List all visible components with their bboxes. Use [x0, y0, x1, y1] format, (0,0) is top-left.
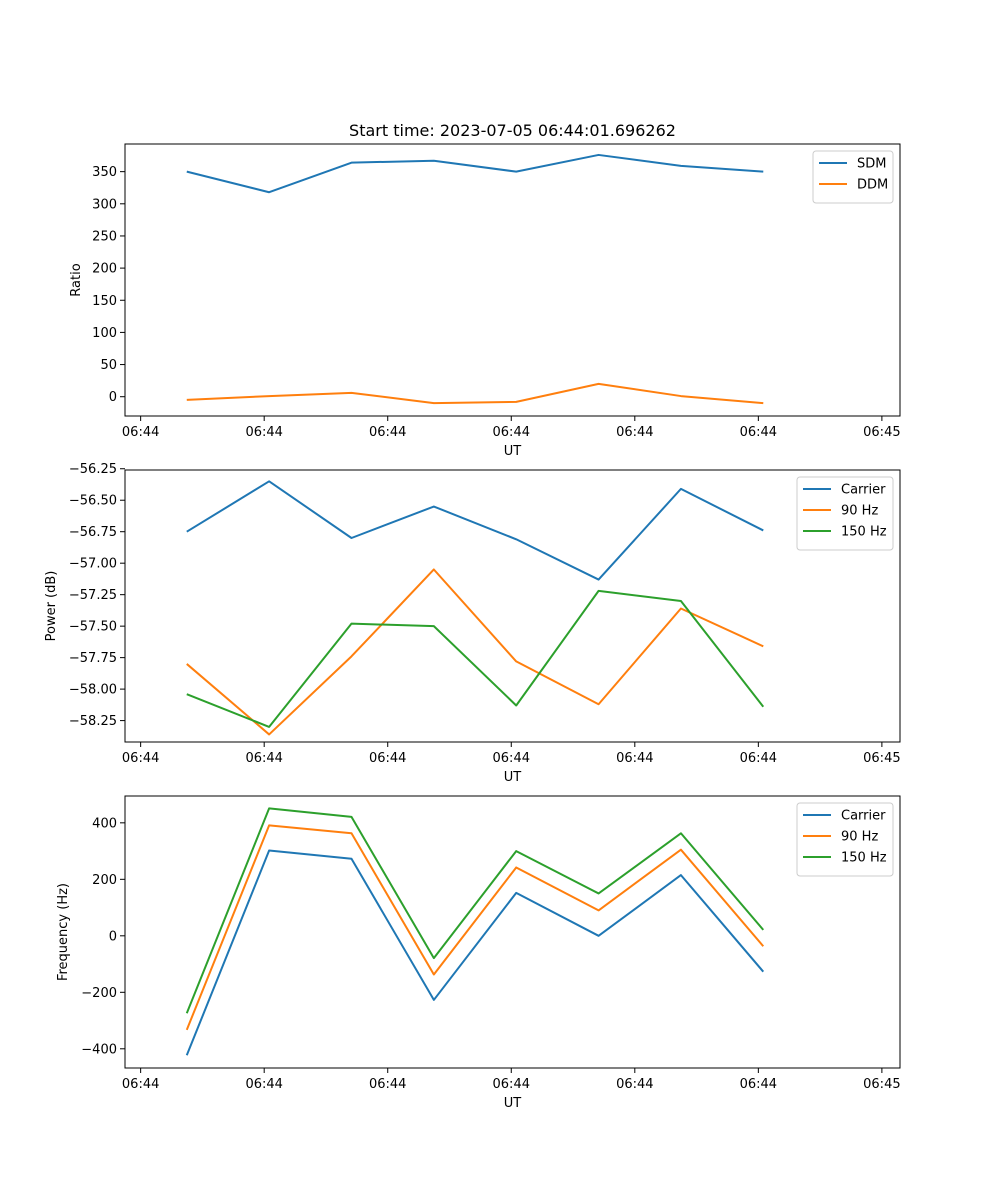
- y-tick-label: −200: [81, 986, 117, 1001]
- y-tick-label: 400: [92, 816, 117, 831]
- x-tick-label: 06:44: [245, 425, 282, 440]
- legend-label: 150 Hz: [841, 851, 887, 866]
- legend: SDM DDM: [812, 150, 894, 204]
- x-tick-label: 06:45: [863, 1077, 900, 1092]
- x-tick-label: 06:44: [616, 425, 653, 440]
- axes-frame: [124, 143, 901, 417]
- series-line-150-hz: [186, 589, 765, 728]
- legend-label: DDM: [857, 178, 888, 193]
- x-tick-label: 06:45: [863, 425, 900, 440]
- y-tick-label: −56.50: [69, 494, 117, 509]
- y-tick-label: −57.25: [69, 588, 117, 603]
- legend-label: SDM: [857, 157, 886, 172]
- x-tick-label: 06:44: [245, 1077, 282, 1092]
- series-line-90-hz: [186, 568, 764, 736]
- y-axis-label: Frequency (Hz): [56, 883, 71, 981]
- x-tick-label: 06:44: [369, 751, 406, 766]
- y-tick-label: 150: [92, 294, 117, 309]
- panel-3: 06:44 06:44 06:44 06:44 06:44 06:44 06:45 −400 −…: [56, 795, 901, 1111]
- y-tick-label: −57.75: [69, 651, 117, 666]
- series-line-ddm: [186, 382, 764, 405]
- y-axis-label: Power (dB): [44, 571, 59, 642]
- y-tick-label: −56.25: [69, 462, 117, 477]
- series-line-sdm: [186, 153, 764, 194]
- x-tick-label: 06:44: [369, 425, 406, 440]
- x-axis-label: UT: [504, 770, 522, 785]
- x-tick-label: 06:44: [493, 1077, 530, 1092]
- x-tick-label: 06:44: [122, 425, 159, 440]
- y-tick-label: 350: [92, 165, 117, 180]
- legend-label: Carrier: [841, 483, 886, 498]
- legend: Carrier 90 Hz 150 Hz: [796, 802, 894, 877]
- y-tick-label: 100: [92, 326, 117, 341]
- panel-1: 06:44 06:44 06:44 06:44 06:44 06:44 06:45 0 50 10…: [69, 143, 901, 459]
- y-tick-label: 200: [92, 262, 117, 277]
- x-tick-label: 06:44: [740, 425, 777, 440]
- y-tick-label: −400: [81, 1042, 117, 1057]
- axes-frame: [124, 469, 901, 743]
- chart-title: Start time: 2023-07-05 06:44:01.696262: [349, 121, 676, 140]
- x-axis-label: UT: [504, 1096, 522, 1111]
- x-tick-label: 06:44: [245, 751, 282, 766]
- legend-label: 90 Hz: [841, 830, 878, 845]
- y-tick-label: 50: [100, 358, 117, 373]
- panel-2: 06:44 06:44 06:44 06:44 06:44 06:44 06:45 −58.2…: [44, 462, 901, 785]
- x-tick-label: 06:44: [369, 1077, 406, 1092]
- x-tick-label: 06:45: [863, 751, 900, 766]
- x-tick-label: 06:44: [122, 1077, 159, 1092]
- x-axis-label: UT: [504, 444, 522, 459]
- series-line-150-hz: [185, 807, 765, 1014]
- x-tick-label: 06:44: [122, 751, 159, 766]
- y-tick-label: 300: [92, 197, 117, 212]
- x-tick-label: 06:44: [616, 751, 653, 766]
- y-tick-label: 250: [92, 229, 117, 244]
- x-tick-label: 06:44: [740, 1077, 777, 1092]
- y-tick-label: 0: [109, 929, 117, 944]
- y-tick-label: 0: [109, 390, 117, 405]
- x-tick-label: 06:44: [616, 1077, 653, 1092]
- legend: Carrier 90 Hz 150 Hz: [796, 476, 894, 551]
- y-tick-label: −57.00: [69, 557, 117, 572]
- y-tick-label: −57.50: [69, 620, 117, 635]
- legend-label: 150 Hz: [841, 525, 887, 540]
- plots: 06:44 06:44 06:44 06:44 06:44 06:44 06:45 0 50 10…: [44, 143, 901, 1111]
- y-tick-label: −56.75: [69, 525, 117, 540]
- series-line-carrier: [185, 849, 765, 1056]
- x-tick-label: 06:44: [493, 425, 530, 440]
- legend-label: 90 Hz: [841, 504, 878, 519]
- series-line-90-hz: [185, 824, 765, 1031]
- y-tick-label: −58.25: [69, 714, 117, 729]
- y-tick-label: −58.00: [69, 683, 117, 698]
- x-tick-label: 06:44: [493, 751, 530, 766]
- legend-label: Carrier: [841, 809, 886, 824]
- y-axis-label: Ratio: [69, 263, 84, 296]
- x-tick-label: 06:44: [740, 751, 777, 766]
- y-tick-label: 200: [92, 873, 117, 888]
- axes-frame: [124, 795, 901, 1069]
- series-line-carrier: [186, 480, 764, 581]
